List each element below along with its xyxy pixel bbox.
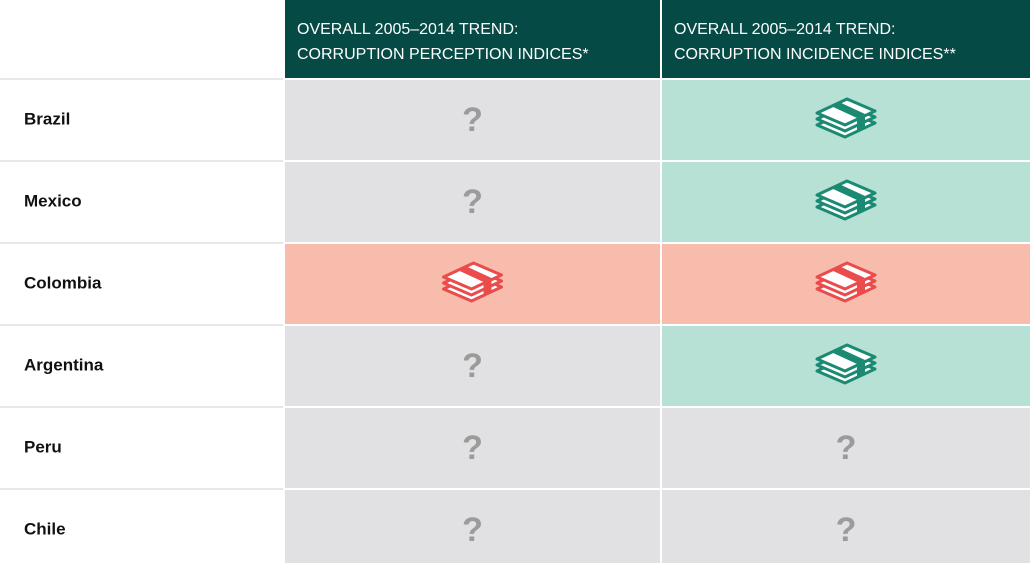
header-text: CORRUPTION INCIDENCE INDICES** [674,46,956,63]
unknown-mark: ? [462,347,483,385]
unknown-mark: ? [462,183,483,221]
header-text: OVERALL 2005–2014 TREND: [674,21,895,38]
row-label: Argentina [24,355,104,374]
unknown-mark: ? [462,511,483,549]
cell [285,408,660,488]
header-text: CORRUPTION PERCEPTION INDICES* [297,46,589,63]
cell [285,326,660,406]
header-cell [662,0,1030,78]
header-text: OVERALL 2005–2014 TREND: [297,21,518,38]
cell [285,490,660,563]
unknown-mark: ? [462,101,483,139]
unknown-mark: ? [836,511,857,549]
cell [662,490,1030,563]
row-label: Chile [24,519,66,538]
cell [662,408,1030,488]
row-label: Brazil [24,109,70,128]
header-cell [285,0,660,78]
unknown-mark: ? [836,429,857,467]
unknown-mark: ? [462,429,483,467]
cell [285,162,660,242]
row-label: Colombia [24,273,102,292]
cell [285,80,660,160]
row-label: Peru [24,437,62,456]
row-label: Mexico [24,191,82,210]
